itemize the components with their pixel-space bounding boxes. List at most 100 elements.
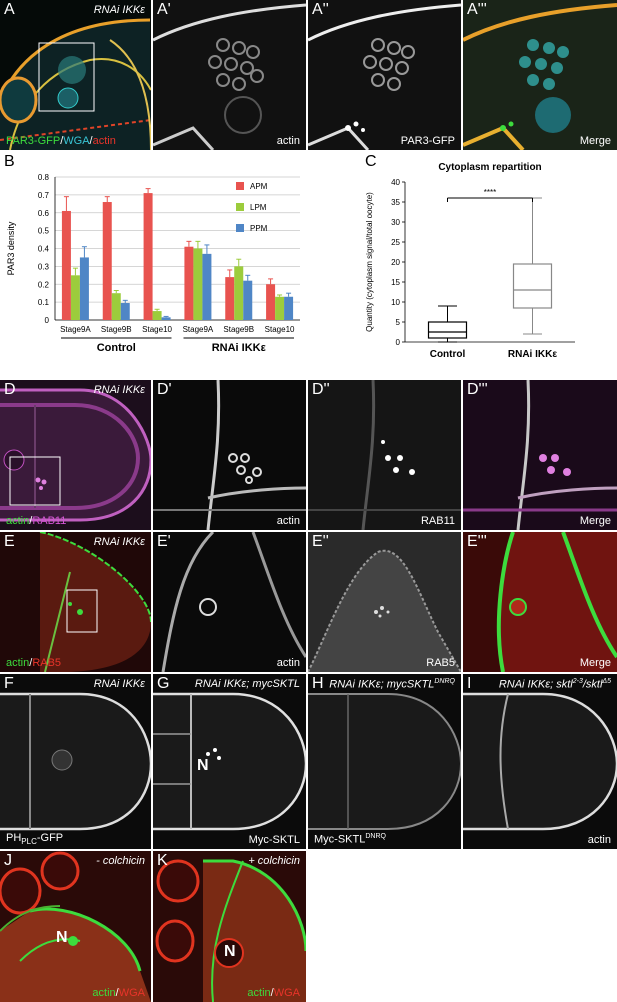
stain-legend: actin/WGA — [92, 987, 145, 999]
bar-lpm — [234, 266, 244, 320]
phplc-gfp-image — [0, 674, 151, 849]
plus-colchicin-image — [153, 851, 306, 1002]
panel-label: E — [4, 533, 15, 550]
panel-a-prime: A' actin — [153, 0, 306, 150]
rab5-zoom-image — [308, 532, 461, 672]
channel-sub: PLC — [21, 837, 37, 846]
panel-k: K + colchicin N actin/WGA — [153, 851, 306, 1002]
legend-swatch — [236, 182, 244, 190]
merge-zoom-e-image — [463, 532, 617, 672]
box — [512, 263, 553, 309]
panel-d-prime: D' actin — [153, 380, 306, 530]
stain-actin: actin — [92, 987, 116, 999]
y-tick-label: 10 — [391, 298, 400, 307]
panel-label-c: C — [365, 153, 377, 170]
x-tick-label: Stage9B — [223, 325, 254, 334]
condition-sup: DNRQ — [434, 678, 455, 685]
channel-label: RAB5 — [426, 657, 455, 669]
y-tick-label: 0.1 — [38, 298, 50, 307]
channel-label: RAB11 — [420, 515, 455, 527]
box — [427, 321, 468, 339]
y-axis-label: PAR3 density — [6, 221, 16, 275]
par3-zoom-image — [308, 0, 461, 150]
bar-apm — [225, 277, 235, 320]
egg-chamber-rab11-image — [0, 380, 151, 530]
panel-label: D' — [157, 381, 172, 398]
box-plot: Cytoplasm repartition 0 5 10 15 20 25 30 35 40 Qua… — [365, 162, 575, 360]
stain-sep: / — [29, 515, 33, 527]
x-tick-label: Stage9B — [101, 325, 132, 334]
stain-sep: / — [115, 987, 119, 999]
minus-colchicin-image — [0, 851, 151, 1002]
y-tick-label: 0.4 — [38, 245, 50, 254]
merge-zoom-image — [463, 0, 617, 150]
bar-lpm — [111, 293, 121, 320]
bar-lpm — [275, 296, 285, 320]
channel-label: Merge — [579, 135, 611, 147]
panel-label: K — [157, 852, 168, 869]
stain-sep: / — [29, 657, 33, 669]
channel-label: PHPLC-GFP — [6, 832, 63, 846]
bar-chart-plot: 0 0.1 0.2 0.3 0.4 0.5 0.6 0.7 0.8 PAR3 density Sta… — [6, 173, 300, 354]
bar-apm — [143, 193, 153, 320]
egg-chamber-rab5-image — [0, 532, 151, 672]
stain-legend: actin/RAB11 — [6, 515, 66, 527]
bar-apm — [184, 246, 194, 320]
panel-label: G — [157, 675, 170, 692]
channel-label: PAR3-GFP — [400, 135, 455, 147]
panel-e-double-prime: E'' RAB5 — [308, 532, 461, 672]
x-tick-label: RNAi IKKε — [508, 349, 557, 360]
stain-actin: actin — [247, 987, 271, 999]
chart-title: Cytoplasm repartition — [438, 162, 541, 173]
condition-label: RNAi IKKε; sktl2-3/sktlΔ5 — [499, 678, 611, 691]
channel-label: actin — [276, 657, 300, 669]
panel-g: G RNAi IKKε; mycSKTL N Myc-SKTL — [153, 674, 306, 849]
nucleus-marker: N — [224, 943, 236, 960]
panel-label: I — [467, 675, 472, 692]
stain-actin: actin — [92, 135, 116, 147]
condition-label: RNAi IKKε — [93, 4, 145, 16]
allele-sup-1: 2-3 — [572, 678, 583, 685]
y-tick-label: 0 — [396, 338, 401, 347]
condition-label: + colchicin — [248, 855, 300, 867]
x-tick-label: Control — [430, 349, 466, 360]
panel-label: A — [4, 1, 15, 18]
merge-zoom-d-image — [463, 380, 617, 530]
nucleus-marker: N — [56, 929, 68, 946]
panel-label: A' — [157, 1, 171, 18]
panel-h: H RNAi IKKε; mycSKTLDNRQ Myc-SKTLDNRQ — [308, 674, 461, 849]
legend-label: APM — [250, 182, 268, 191]
channel-label: Merge — [579, 515, 611, 527]
x-tick-label: Stage10 — [265, 325, 295, 334]
channel-tail: -GFP — [36, 831, 64, 844]
panel-e-triple-prime: E''' Merge — [463, 532, 617, 672]
panel-j: J - colchicin N actin/WGA — [0, 851, 151, 1002]
y-tick-label: 0.5 — [38, 227, 50, 236]
panel-label: D'' — [312, 381, 330, 398]
stain-sep2: / — [89, 135, 93, 147]
y-tick-label: 35 — [391, 198, 400, 207]
actin-zoom-d-image — [153, 380, 306, 530]
panel-f: F RNAi IKKε PHPLC-GFP — [0, 674, 151, 849]
channel-label: actin — [276, 135, 300, 147]
group-label: RNAi IKKε — [212, 342, 267, 354]
bar-ppm — [79, 257, 89, 320]
egg-chamber-image — [0, 0, 151, 150]
condition-mid: /sktl — [582, 678, 603, 691]
stain-legend: actin/WGA — [247, 987, 300, 999]
panel-label: F — [4, 675, 14, 692]
y-tick-label: 40 — [391, 178, 400, 187]
y-tick-label: 0.8 — [38, 173, 50, 182]
bar-apm — [102, 202, 112, 320]
rab11-zoom-image — [308, 380, 461, 530]
y-tick-label: 0 — [45, 316, 50, 325]
condition-label: RNAi IKKε — [93, 678, 145, 690]
x-tick-label: Stage10 — [142, 325, 172, 334]
condition-main: RNAi IKKε; sktl — [498, 678, 573, 691]
legend-label: LPM — [250, 203, 267, 212]
panel-label: A'' — [312, 1, 329, 18]
panel-a-double-prime: A'' PAR3-GFP — [308, 0, 461, 150]
legend-swatch — [236, 203, 244, 211]
stain-wga: WGA — [273, 987, 300, 999]
stain-sep: / — [270, 987, 274, 999]
